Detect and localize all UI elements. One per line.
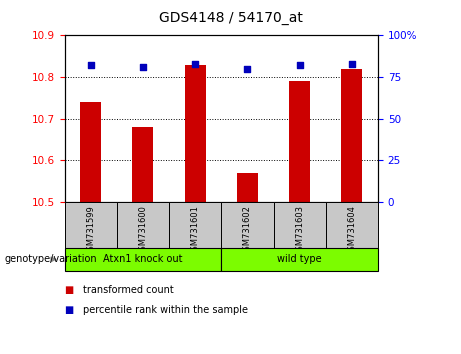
- Bar: [185, 64, 206, 202]
- Text: GSM731599: GSM731599: [86, 205, 95, 256]
- Bar: [221, 202, 273, 248]
- Bar: [221, 248, 378, 271]
- Point: [296, 63, 303, 68]
- Text: GDS4148 / 54170_at: GDS4148 / 54170_at: [159, 11, 302, 25]
- Text: GSM731600: GSM731600: [138, 205, 148, 256]
- Bar: [273, 202, 326, 248]
- Point: [191, 61, 199, 67]
- Text: percentile rank within the sample: percentile rank within the sample: [83, 305, 248, 315]
- Bar: [80, 102, 101, 202]
- Bar: [117, 202, 169, 248]
- Bar: [65, 248, 221, 271]
- Text: ■: ■: [65, 285, 74, 295]
- Bar: [289, 81, 310, 202]
- Point: [244, 66, 251, 72]
- Bar: [169, 202, 221, 248]
- Text: GSM731601: GSM731601: [191, 205, 200, 256]
- Bar: [326, 202, 378, 248]
- Text: wild type: wild type: [278, 254, 322, 264]
- Point: [87, 63, 95, 68]
- Text: transformed count: transformed count: [83, 285, 174, 295]
- Text: Atxn1 knock out: Atxn1 knock out: [103, 254, 183, 264]
- Text: GSM731604: GSM731604: [348, 205, 356, 256]
- Text: GSM731602: GSM731602: [243, 205, 252, 256]
- Bar: [132, 127, 154, 202]
- Bar: [65, 202, 117, 248]
- Bar: [342, 69, 362, 202]
- Point: [139, 64, 147, 70]
- Bar: [237, 173, 258, 202]
- Point: [348, 61, 355, 67]
- Text: GSM731603: GSM731603: [295, 205, 304, 256]
- Text: genotype/variation: genotype/variation: [5, 254, 97, 264]
- Text: ■: ■: [65, 305, 74, 315]
